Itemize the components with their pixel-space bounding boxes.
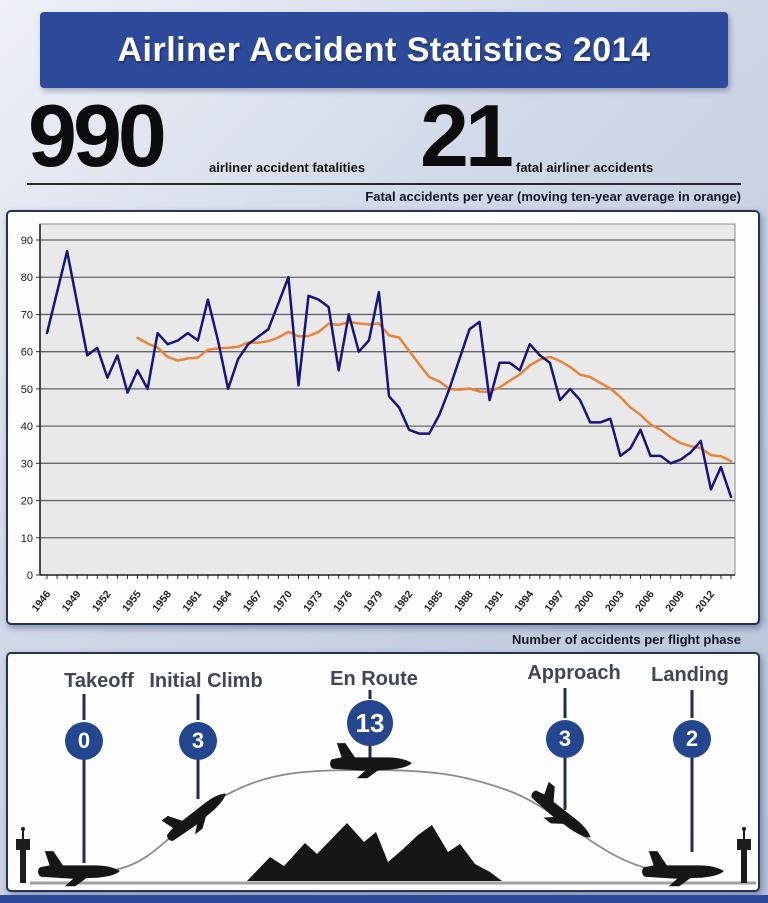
y-axis-label: 0: [27, 570, 33, 582]
x-axis-label: 1979: [361, 588, 385, 614]
fatalities-label: airliner accident fatalities: [209, 160, 366, 175]
x-axis-label: 2009: [663, 588, 687, 614]
x-axis-label: 1946: [30, 588, 54, 614]
fatal-accidents-chart-panel: 0 10 20 30 40 50 60 70 80 90 1946 1949 1952 1955 1958 1…: [6, 210, 760, 625]
flight-phase-panel: Takeoff Initial Climb En Route Approach …: [6, 652, 760, 892]
y-axis-label: 60: [21, 347, 33, 359]
title-banner: Airliner Accident Statistics 2014: [40, 12, 728, 88]
count-badge-en-route: 13: [347, 700, 393, 746]
accidents-count: 21: [420, 86, 514, 185]
count-badge-landing: 2: [673, 720, 711, 758]
y-axis-label: 30: [21, 458, 33, 470]
y-axis-label: 80: [21, 272, 33, 284]
series-line-moving-average: [136, 320, 733, 463]
x-axis-label: 1955: [120, 588, 144, 614]
control-tower-icon: [16, 827, 30, 883]
x-axis-label: 1991: [482, 588, 506, 614]
x-axis-label: 1952: [90, 588, 114, 614]
x-axis-label: 1976: [331, 588, 355, 614]
y-axis-label: 20: [21, 496, 33, 508]
flight-phase-scene: [16, 688, 756, 887]
x-axis-label: 1985: [422, 588, 446, 614]
x-axis-label: 1994: [512, 588, 536, 614]
phase-label-takeoff: Takeoff: [64, 670, 134, 692]
stats-divider: [27, 183, 741, 185]
count-badge-approach: 3: [546, 720, 584, 758]
airplane-icon: [161, 793, 226, 841]
x-axis-label: 1958: [150, 588, 174, 614]
y-axis-label: 70: [21, 309, 33, 321]
mountains-icon: [247, 823, 502, 881]
x-axis-label: 1961: [180, 588, 204, 614]
x-axis-label: 1982: [392, 588, 416, 614]
airplane-icon: [38, 851, 120, 887]
chart-caption: Fatal accidents per year (moving ten-yea…: [365, 189, 741, 204]
airplane-icon: [330, 743, 412, 779]
count-badge-initial-climb: 3: [179, 722, 217, 760]
count-badge-takeoff: 0: [65, 722, 103, 760]
phase-label-en-route: En Route: [330, 668, 418, 690]
x-axis-label: 1997: [543, 588, 567, 614]
y-axis-label: 50: [21, 384, 33, 396]
x-axis-label: 1973: [301, 588, 325, 614]
airplane-icon: [642, 851, 724, 887]
x-axis-label: 1964: [211, 588, 235, 614]
phase-label-approach: Approach: [527, 662, 621, 684]
phase-caption: Number of accidents per flight phase: [512, 632, 741, 647]
accidents-label: fatal airliner accidents: [516, 160, 654, 175]
y-axis-label: 10: [21, 533, 33, 545]
x-axis-label: 1949: [60, 588, 84, 614]
x-axis-label: 1988: [452, 588, 476, 614]
x-axis-label: 2000: [573, 588, 597, 614]
airplane-icon: [531, 781, 591, 838]
x-axis-label: 2003: [603, 588, 627, 614]
x-axis-label: 2012: [693, 588, 717, 614]
bottom-accent-bar: [0, 895, 768, 903]
phase-label-landing: Landing: [651, 664, 729, 686]
fatalities-count: 990: [28, 86, 167, 185]
page-title: Airliner Accident Statistics 2014: [117, 30, 651, 69]
control-tower-icon: [737, 827, 751, 883]
series-line-annual: [45, 249, 733, 499]
x-axis-label: 1970: [271, 588, 295, 614]
x-axis-label: 2006: [633, 588, 657, 614]
phase-label-initial-climb: Initial Climb: [149, 670, 263, 692]
x-axis-label: 1967: [241, 588, 265, 614]
plot-area: [39, 223, 736, 576]
y-axis-label: 90: [21, 235, 33, 247]
y-axis-label: 40: [21, 421, 33, 433]
connector-lines: [82, 688, 694, 863]
